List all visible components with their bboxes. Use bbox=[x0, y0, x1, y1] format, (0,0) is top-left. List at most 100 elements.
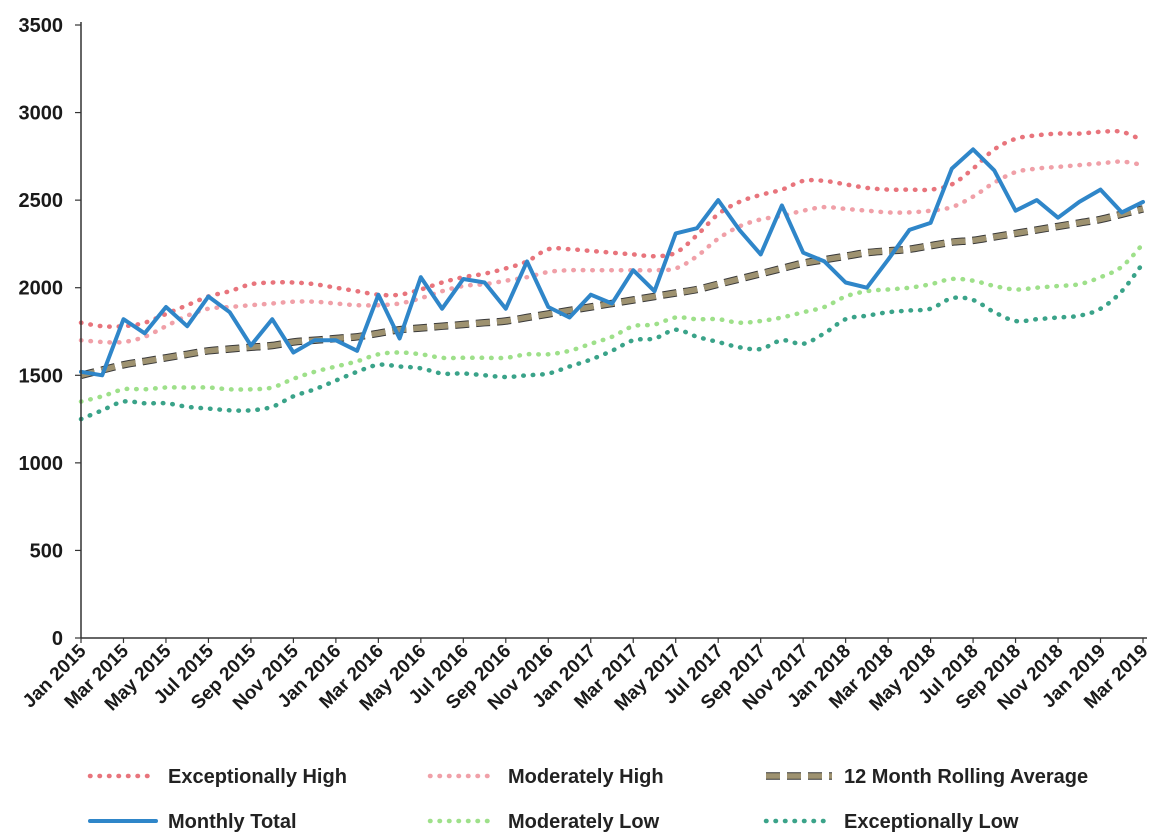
data-point bbox=[844, 207, 847, 210]
data-point bbox=[462, 372, 465, 375]
y-tick-label: 1500 bbox=[19, 365, 64, 387]
data-point bbox=[759, 272, 762, 275]
data-point bbox=[823, 332, 826, 335]
legend: Exceptionally High Moderately High 12 Mont… bbox=[87, 766, 1088, 833]
data-point bbox=[377, 363, 380, 366]
data-point bbox=[950, 297, 953, 300]
data-point bbox=[738, 321, 741, 324]
data-point bbox=[844, 281, 847, 284]
data-point bbox=[165, 356, 168, 359]
data-point bbox=[313, 300, 316, 303]
data-point bbox=[865, 209, 868, 212]
series-exceptionally-low bbox=[78, 260, 1146, 422]
data-point bbox=[377, 304, 380, 307]
data-point bbox=[101, 395, 104, 398]
legend-label: Monthly Total bbox=[168, 811, 297, 833]
data-point bbox=[462, 356, 465, 359]
data-point bbox=[462, 285, 465, 288]
legend-item-moderately-low: Moderately Low bbox=[427, 811, 660, 833]
data-point bbox=[101, 374, 104, 377]
data-point bbox=[993, 181, 996, 184]
data-point bbox=[908, 188, 911, 191]
data-point bbox=[377, 332, 380, 335]
data-point bbox=[759, 348, 762, 351]
data-point bbox=[419, 353, 422, 356]
data-point bbox=[228, 306, 231, 309]
data-point bbox=[1099, 162, 1102, 165]
legend-label: 12 Month Rolling Average bbox=[844, 766, 1088, 788]
data-point bbox=[122, 400, 125, 403]
series-layer bbox=[78, 128, 1146, 422]
legend-item-monthly-total: Monthly Total bbox=[88, 811, 297, 833]
data-point bbox=[1035, 167, 1038, 170]
data-point bbox=[780, 267, 783, 270]
data-point bbox=[292, 281, 295, 284]
series-line bbox=[79, 147, 1145, 378]
data-point bbox=[462, 323, 465, 326]
data-point bbox=[568, 316, 571, 319]
data-point bbox=[568, 349, 571, 352]
data-point bbox=[653, 269, 656, 272]
data-point bbox=[1057, 285, 1060, 288]
data-point bbox=[271, 318, 274, 321]
data-point bbox=[717, 237, 720, 240]
data-point bbox=[122, 363, 125, 366]
data-point bbox=[1099, 188, 1102, 191]
data-point bbox=[674, 316, 677, 319]
data-point bbox=[1014, 320, 1017, 323]
y-tick-label: 3500 bbox=[19, 15, 64, 37]
data-point bbox=[993, 311, 996, 314]
data-point bbox=[1120, 211, 1123, 214]
data-point bbox=[356, 290, 359, 293]
series-line bbox=[78, 128, 1146, 329]
data-point bbox=[908, 211, 911, 214]
data-point bbox=[143, 335, 146, 338]
data-point bbox=[929, 221, 932, 224]
data-point bbox=[1142, 164, 1145, 167]
data-point bbox=[1014, 171, 1017, 174]
data-point bbox=[419, 288, 422, 291]
data-point bbox=[696, 288, 699, 291]
data-point bbox=[865, 251, 868, 254]
data-point bbox=[1057, 225, 1060, 228]
data-point bbox=[674, 232, 677, 235]
data-point bbox=[207, 407, 210, 410]
data-point bbox=[249, 304, 252, 307]
data-point bbox=[1120, 160, 1123, 163]
data-point bbox=[780, 316, 783, 319]
series-line bbox=[78, 241, 1146, 404]
data-point bbox=[1142, 139, 1145, 142]
data-point bbox=[122, 318, 125, 321]
data-point bbox=[611, 335, 614, 338]
data-point bbox=[1078, 164, 1081, 167]
data-point bbox=[759, 193, 762, 196]
data-point bbox=[950, 167, 953, 170]
data-point bbox=[1035, 318, 1038, 321]
data-point bbox=[589, 293, 592, 296]
data-point bbox=[589, 358, 592, 361]
y-tick-label: 2500 bbox=[19, 190, 64, 212]
data-point bbox=[611, 302, 614, 305]
data-point bbox=[356, 360, 359, 363]
data-point bbox=[101, 325, 104, 328]
data-point bbox=[738, 200, 741, 203]
data-point bbox=[334, 365, 337, 368]
data-point bbox=[504, 356, 507, 359]
legend-item-exceptionally-low: Exceptionally Low bbox=[763, 811, 1019, 833]
data-point bbox=[292, 341, 295, 344]
data-point bbox=[334, 379, 337, 382]
data-point bbox=[526, 374, 529, 377]
data-point bbox=[1035, 286, 1038, 289]
data-point bbox=[717, 318, 720, 321]
data-point bbox=[165, 306, 168, 309]
data-point bbox=[504, 320, 507, 323]
data-point bbox=[908, 309, 911, 312]
legend-label: Moderately High bbox=[508, 766, 664, 788]
data-point bbox=[143, 360, 146, 363]
data-point bbox=[228, 388, 231, 391]
data-point bbox=[802, 311, 805, 314]
data-point bbox=[186, 314, 189, 317]
data-point bbox=[696, 318, 699, 321]
data-point bbox=[1120, 290, 1123, 293]
data-point bbox=[419, 276, 422, 279]
